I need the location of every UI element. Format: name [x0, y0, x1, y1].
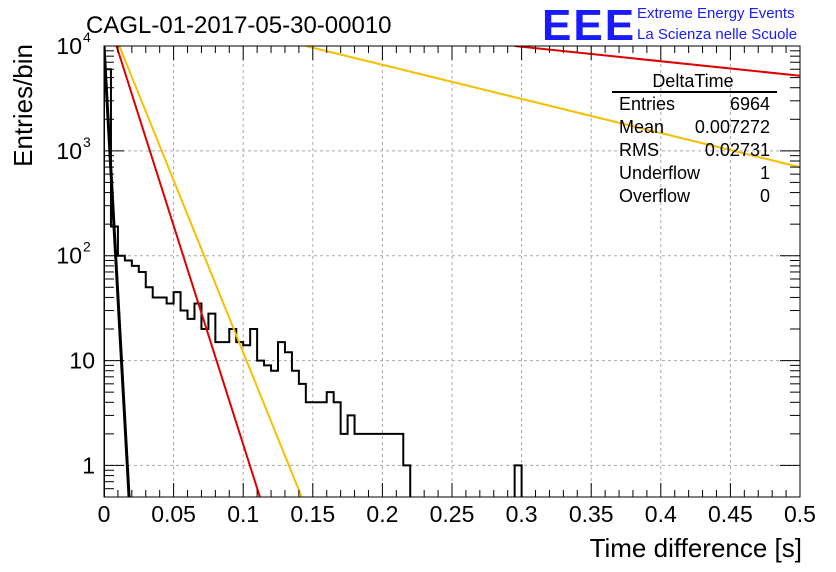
x-axis-label: Time difference [s]: [590, 533, 802, 563]
stats-title: DeltaTime: [652, 71, 733, 91]
y-tick-exponent: 4: [83, 29, 91, 45]
logo-line-2: La Scienza nelle Scuole: [637, 26, 797, 43]
y-tick-label: 10: [69, 348, 95, 374]
fit-line: [104, 46, 131, 497]
y-tick-exponent: 2: [83, 239, 91, 255]
stats-row-label: RMS: [619, 140, 659, 160]
grid: [104, 46, 800, 497]
x-tick-label: 0.2: [366, 501, 398, 527]
eee-logo: EEE: [542, 1, 636, 50]
histogram-layer: [104, 68, 523, 497]
x-tick-label: 0: [98, 501, 111, 527]
y-tick-base: 10: [56, 138, 82, 164]
stats-row-value: 0: [760, 186, 770, 206]
x-tick-label: 0.4: [645, 501, 677, 527]
fit-line: [305, 46, 800, 169]
x-tick-label: 0.15: [290, 501, 335, 527]
stats-row-value: 6964: [730, 94, 770, 114]
axis-ticks: [103, 45, 801, 497]
run-title: CAGL-01-2017-05-30-00010: [86, 12, 392, 39]
y-tick-label: 10: [56, 138, 82, 164]
histogram-outline: [104, 68, 523, 497]
stats-row-label: Mean: [619, 117, 664, 137]
y-tick-label: 10: [56, 33, 82, 59]
stats-row-value: 0.02731: [705, 140, 770, 160]
x-tick-label: 0.3: [506, 501, 538, 527]
x-tick-label: 0.45: [708, 501, 753, 527]
fit-lines-layer: [104, 46, 800, 497]
stats-row-label: Entries: [619, 94, 675, 114]
fit-line: [514, 46, 800, 77]
fit-line: [115, 46, 261, 497]
y-tick-base: 1: [82, 452, 95, 478]
x-tick-label: 0.5: [784, 501, 816, 527]
x-tick-label: 0.35: [569, 501, 614, 527]
y-tick-base: 10: [56, 33, 82, 59]
stats-row-value: 1: [760, 163, 770, 183]
y-tick-label: 1: [82, 452, 95, 478]
x-tick-labels: 0 0.05 0.1 0.15 0.2 0.25 0.3 0.35 0.4 0.45 0.5: [98, 501, 816, 527]
x-tick-label: 0.25: [430, 501, 475, 527]
stats-row-value: 0.007272: [695, 117, 770, 137]
y-tick-label: 10: [56, 243, 82, 269]
logo-line-1: Extreme Energy Events: [637, 5, 795, 22]
y-tick-base: 10: [56, 243, 82, 269]
y-axis-label: Entries/bin: [8, 44, 38, 167]
fit-line: [118, 46, 303, 497]
x-tick-label: 0.05: [151, 501, 196, 527]
y-tick-base: 10: [69, 348, 95, 374]
stats-row-label: Overflow: [619, 186, 691, 206]
stats-box: DeltaTime Entries 6964 Mean 0.007272 RMS 0.02…: [612, 71, 777, 206]
stats-row-label: Underflow: [619, 163, 701, 183]
x-tick-label: 0.1: [227, 501, 259, 527]
y-tick-exponent: 3: [83, 134, 91, 150]
